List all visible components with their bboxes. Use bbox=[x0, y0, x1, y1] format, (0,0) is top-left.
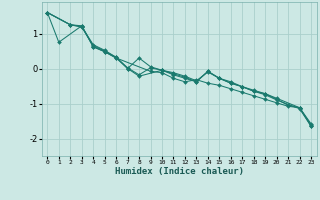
X-axis label: Humidex (Indice chaleur): Humidex (Indice chaleur) bbox=[115, 167, 244, 176]
